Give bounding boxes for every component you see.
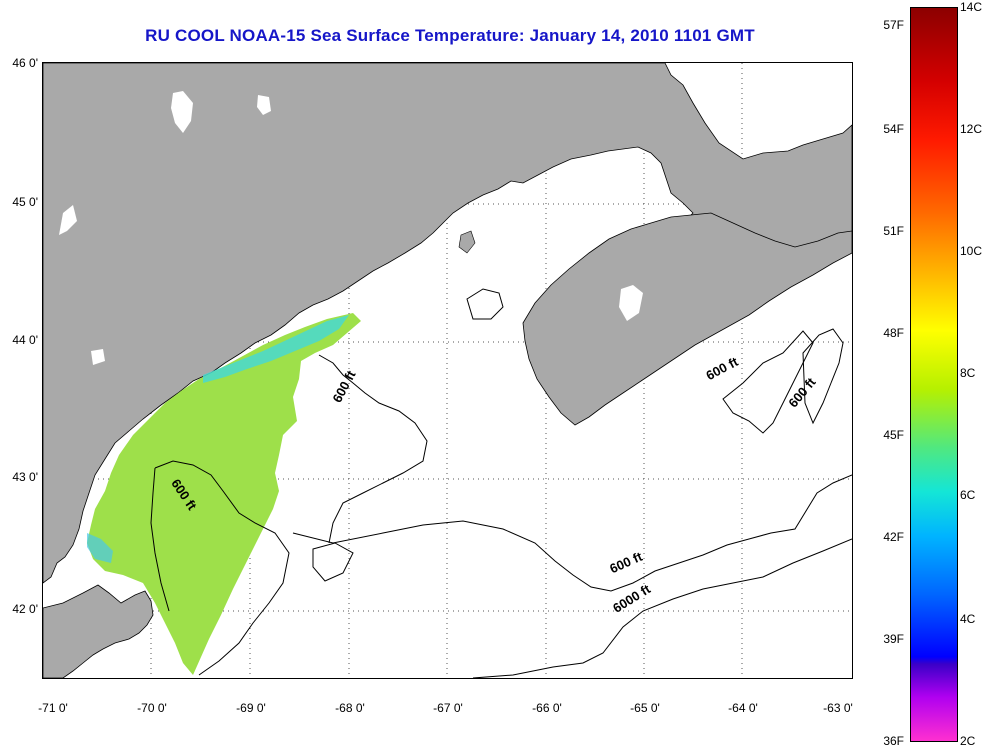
contour-600ft-north [318, 354, 428, 544]
colorbar-c-label: 14C [960, 0, 983, 14]
mainland-landmass [43, 63, 852, 584]
lon-label-68: -68 0' [335, 701, 365, 715]
colorbar-c-label: 4C [960, 612, 976, 626]
contour-600ft-east1 [722, 330, 814, 434]
contour-6000ft [472, 538, 852, 678]
colorbar-c-label: 8C [960, 366, 976, 380]
lake-white-patch [59, 205, 77, 235]
lat-label-45: 45 0' [12, 195, 38, 209]
bathymetry-contours [150, 288, 852, 678]
colorbar-c-label: 6C [960, 488, 976, 502]
lon-label-64: -64 0' [728, 701, 758, 715]
colorbar-f-label: 45F [883, 428, 904, 442]
colorbar-f-label: 36F [883, 734, 904, 748]
colorbar-f-label: 54F [883, 122, 904, 136]
land-white-patch [619, 285, 643, 321]
colorbar-c-label: 12C [960, 122, 983, 136]
colorbar-c-label: 10C [960, 244, 983, 258]
lon-label-70: -70 0' [137, 701, 167, 715]
map-panel[interactable]: 600 ft 600 ft 600 ft 600 ft 600 ft 6000 … [42, 62, 853, 679]
contour-600ft-shelf [292, 474, 852, 592]
lake-white-patch [171, 91, 193, 133]
map-title: RU COOL NOAA-15 Sea Surface Temperature:… [145, 26, 755, 45]
contour-600ft-bank [466, 288, 504, 320]
cape-cod-landmass [43, 584, 154, 678]
nova-scotia-landmass [522, 212, 852, 426]
colorbar-f-label: 42F [883, 530, 904, 544]
contour-600ft-loop [312, 542, 354, 582]
lat-label-46: 46 0' [12, 56, 38, 70]
lon-label-71: -71 0' [38, 701, 68, 715]
colorbar-f-label: 48F [883, 326, 904, 340]
lon-label-66: -66 0' [532, 701, 562, 715]
lon-label-69: -69 0' [236, 701, 266, 715]
temperature-colorbar [910, 7, 958, 742]
sst-cool-edge [87, 533, 113, 563]
sst-cool-edge [203, 315, 349, 383]
land-white-patch [91, 349, 105, 365]
lat-label-43: 43 0' [12, 470, 38, 484]
contour-600ft-gulf [150, 460, 290, 676]
sst-data-swath [87, 313, 361, 675]
colorbar-c-label: 2C [960, 734, 976, 748]
lon-label-67: -67 0' [433, 701, 463, 715]
lat-label-44: 44 0' [12, 333, 38, 347]
map-canvas [43, 63, 852, 678]
grand-manan-island [458, 230, 476, 254]
colorbar-f-label: 57F [883, 18, 904, 32]
colorbar-f-label: 39F [883, 632, 904, 646]
lon-label-63: -63 0' [823, 701, 853, 715]
colorbar-f-label: 51F [883, 224, 904, 238]
contour-600ft-east2 [802, 328, 844, 425]
lon-label-65: -65 0' [630, 701, 660, 715]
lake-white-patch [257, 95, 271, 115]
lat-label-42: 42 0' [12, 602, 38, 616]
